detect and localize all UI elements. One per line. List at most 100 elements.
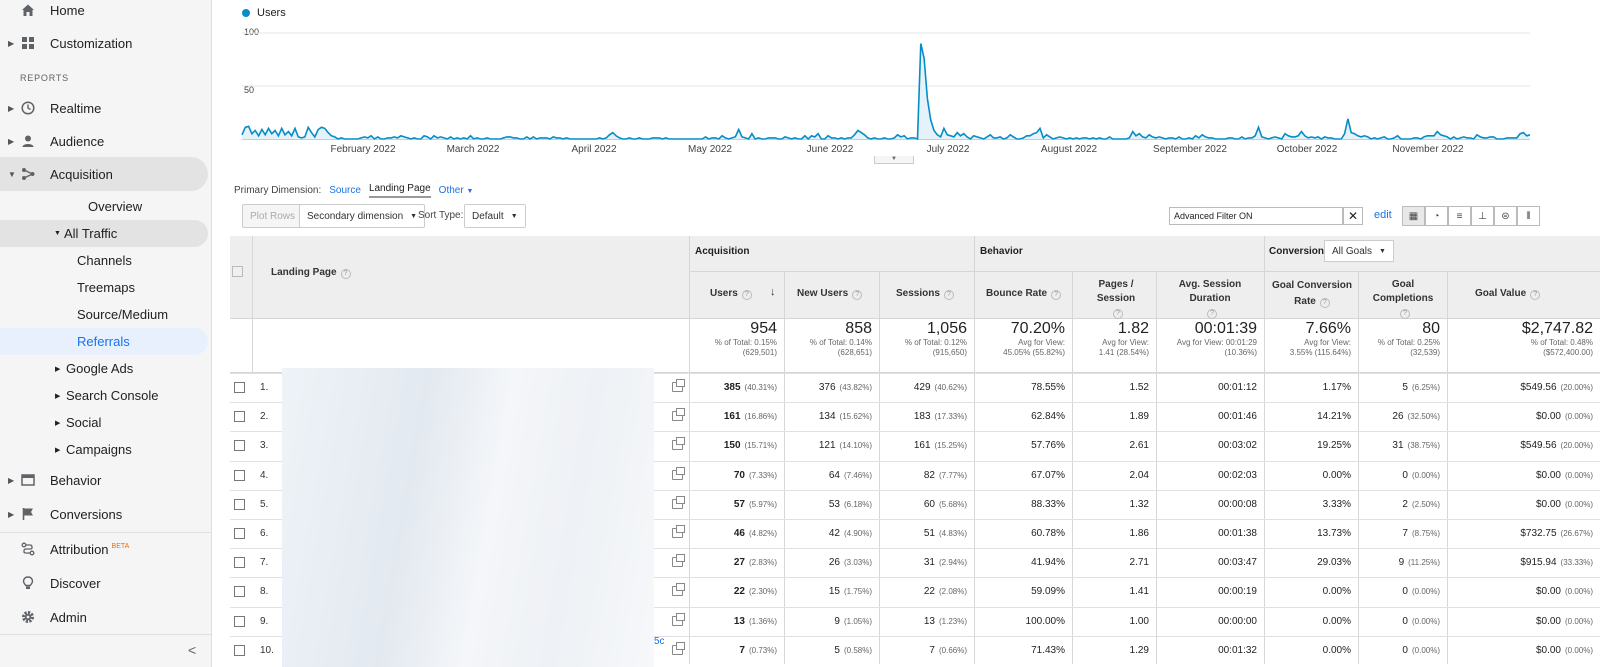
pivot-view-icon[interactable]: ⦀ bbox=[1517, 206, 1540, 226]
goals-dropdown[interactable]: All Goals ▼ bbox=[1324, 240, 1394, 262]
row-checkbox[interactable] bbox=[234, 498, 245, 510]
select-all-checkbox[interactable] bbox=[232, 266, 243, 277]
external-link-icon[interactable] bbox=[672, 379, 685, 392]
nav-social[interactable]: ▶ Social bbox=[0, 409, 208, 436]
nav-search-console[interactable]: ▶ Search Console bbox=[0, 382, 208, 409]
nav-attribution[interactable]: Attribution BETA bbox=[0, 532, 208, 566]
nav-customization[interactable]: ▶ Customization bbox=[0, 26, 208, 60]
col-goal-value[interactable]: Goal Value? bbox=[1475, 288, 1541, 300]
help-icon[interactable]: ? bbox=[1113, 309, 1123, 319]
row-checkbox[interactable] bbox=[234, 469, 245, 481]
cell-gc: 2 (2.50%) bbox=[1402, 498, 1440, 510]
chart-resize-handle[interactable]: ▼ bbox=[874, 156, 914, 164]
row-checkbox[interactable] bbox=[234, 528, 245, 539]
table-view-icon[interactable]: ▦ bbox=[1402, 206, 1425, 226]
col-users[interactable]: Users? bbox=[710, 288, 752, 300]
help-icon[interactable]: ? bbox=[1207, 309, 1217, 319]
nav-conversions[interactable]: ▶ Conversions bbox=[0, 497, 208, 531]
cell-gc: 0 (0.00%) bbox=[1402, 644, 1440, 656]
advanced-filter-input[interactable] bbox=[1169, 207, 1343, 225]
users-line-chart[interactable] bbox=[232, 0, 1600, 170]
plot-rows-button[interactable]: Plot Rows bbox=[242, 204, 304, 228]
close-icon[interactable]: ✕ bbox=[1343, 207, 1363, 225]
nav-all-traffic[interactable]: ▼ All Traffic bbox=[0, 220, 208, 247]
external-link-icon[interactable] bbox=[672, 525, 685, 538]
external-link-icon[interactable] bbox=[672, 408, 685, 422]
cell-gv: $549.56 (20.00%) bbox=[1520, 382, 1593, 393]
row-number: 10. bbox=[260, 644, 274, 656]
row-checkbox[interactable] bbox=[234, 557, 245, 569]
external-link-icon[interactable] bbox=[672, 641, 685, 655]
col-pages-session[interactable]: Pages / Session? bbox=[1096, 279, 1136, 319]
dimension-other-dropdown[interactable]: Other ▼ bbox=[438, 185, 474, 196]
table-row[interactable]: 4. 70 (7.33%) 64 (7.46%) 82 (7.77%) 67.07% 2.04 0… bbox=[230, 460, 1600, 490]
nav-channels[interactable]: Channels bbox=[0, 247, 208, 274]
table-row[interactable]: 10. 7 (0.73%) 5 (0.58%) 7 (0.66%) 71.43% 1.29 00:… bbox=[230, 635, 1600, 665]
external-link-icon[interactable] bbox=[672, 583, 685, 597]
help-icon[interactable]: ? bbox=[340, 269, 351, 279]
table-row[interactable]: 8. 22 (2.30%) 15 (1.75%) 22 (2.08%) 59.09% 1.41 0… bbox=[230, 577, 1600, 606]
cell-users: 150 (15.71%) bbox=[723, 440, 777, 452]
row-checkbox[interactable] bbox=[234, 586, 245, 598]
nav-campaigns[interactable]: ▶ Campaigns bbox=[0, 436, 208, 463]
nav-referrals[interactable]: Referrals bbox=[0, 328, 208, 355]
sort-down-arrow-icon[interactable]: ↓ bbox=[770, 286, 776, 298]
table-row[interactable]: 1. 385 (40.31%) 376 (43.82%) 429 (40.62%) 78.55… bbox=[230, 373, 1600, 402]
help-icon[interactable]: ? bbox=[741, 290, 752, 300]
nav-acquisition[interactable]: ▼ Acquisition bbox=[0, 157, 208, 191]
table-row[interactable]: 5. 57 (5.97%) 53 (6.18%) 60 (5.68%) 88.33% 1.32 0… bbox=[230, 489, 1600, 519]
nav-overview[interactable]: Overview bbox=[0, 193, 208, 220]
external-link-icon[interactable] bbox=[672, 437, 685, 451]
table-row[interactable]: 2. 161 (16.86%) 134 (15.62%) 183 (17.33%) 62.84… bbox=[230, 402, 1600, 431]
table-row[interactable]: 7. 27 (2.83%) 26 (3.03%) 31 (2.94%) 41.94% 2.71 0… bbox=[230, 548, 1600, 577]
sort-type-dropdown[interactable]: Default ▼ bbox=[464, 204, 526, 228]
chart-legend[interactable]: Users bbox=[242, 7, 286, 19]
performance-view-icon[interactable]: ≡ bbox=[1448, 206, 1471, 226]
term-cloud-view-icon[interactable]: ⊜ bbox=[1494, 206, 1517, 226]
external-link-icon[interactable] bbox=[672, 554, 685, 568]
cell-sess: 161 (15.25%) bbox=[913, 440, 967, 452]
dimension-source-link[interactable]: Source bbox=[329, 185, 361, 196]
collapse-sidebar-icon[interactable]: < bbox=[188, 642, 197, 658]
col-bounce-rate[interactable]: Bounce Rate? bbox=[986, 288, 1062, 300]
cell-gv: $0.00 (0.00%) bbox=[1535, 469, 1593, 481]
nav-home[interactable]: Home bbox=[0, 0, 208, 27]
row-checkbox[interactable] bbox=[234, 615, 245, 627]
help-icon[interactable]: ? bbox=[1319, 298, 1330, 308]
col-goal-conversion-rate[interactable]: Goal Conversion Rate? bbox=[1271, 280, 1352, 308]
nav-audience[interactable]: ▶ Audience bbox=[0, 124, 208, 158]
col-landing-page[interactable]: Landing Page? bbox=[271, 267, 351, 279]
help-icon[interactable]: ? bbox=[1051, 290, 1062, 300]
comparison-view-icon[interactable]: ⊥ bbox=[1471, 206, 1494, 226]
external-link-icon[interactable] bbox=[672, 612, 685, 626]
table-row[interactable]: 6. 46 (4.82%) 42 (4.90%) 51 (4.83%) 60.78% 1.86 0… bbox=[230, 519, 1600, 548]
help-icon[interactable]: ? bbox=[1400, 309, 1410, 319]
col-goal-completions[interactable]: Goal Completions? bbox=[1372, 279, 1434, 319]
help-icon[interactable]: ? bbox=[852, 290, 863, 300]
row-checkbox[interactable] bbox=[234, 644, 245, 656]
row-checkbox[interactable] bbox=[234, 411, 245, 423]
nav-conversions-label: Conversions bbox=[50, 506, 123, 522]
nav-discover[interactable]: Discover bbox=[0, 566, 208, 600]
row-checkbox[interactable] bbox=[234, 382, 245, 393]
col-avg-session-duration[interactable]: Avg. Session Duration? bbox=[1178, 279, 1242, 319]
nav-behavior[interactable]: ▶ Behavior bbox=[0, 463, 208, 497]
nav-treemaps[interactable]: Treemaps bbox=[0, 274, 208, 301]
row-checkbox[interactable] bbox=[234, 440, 245, 452]
nav-admin[interactable]: Admin bbox=[0, 600, 208, 634]
col-sessions[interactable]: Sessions? bbox=[896, 288, 954, 300]
help-icon[interactable]: ? bbox=[943, 290, 954, 300]
nav-source-medium[interactable]: Source/Medium bbox=[0, 301, 208, 328]
nav-realtime[interactable]: ▶ Realtime bbox=[0, 91, 208, 125]
nav-google-ads[interactable]: ▶ Google Ads bbox=[0, 355, 208, 382]
table-row[interactable]: 9. 13 (1.36%) 9 (1.05%) 13 (1.23%) 100.00% 1.00 0… bbox=[230, 606, 1600, 636]
external-link-icon[interactable] bbox=[672, 466, 685, 480]
help-icon[interactable]: ? bbox=[1530, 290, 1541, 300]
table-row[interactable]: 3. 150 (15.71%) 121 (14.10%) 161 (15.25%) 57.76… bbox=[230, 431, 1600, 460]
external-link-icon[interactable] bbox=[672, 495, 685, 509]
pie-view-icon[interactable]: ◔ bbox=[1425, 206, 1448, 226]
col-new-users[interactable]: New Users? bbox=[797, 288, 863, 300]
truncated-link[interactable]: 5c bbox=[654, 636, 665, 647]
edit-filter-link[interactable]: edit bbox=[1374, 209, 1392, 221]
secondary-dimension-dropdown[interactable]: Secondary dimension ▼ bbox=[299, 204, 426, 228]
